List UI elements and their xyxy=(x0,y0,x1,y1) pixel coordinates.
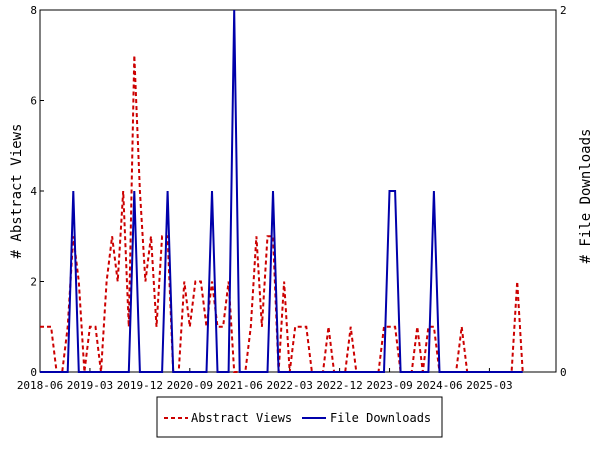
right-tick-label: 2 xyxy=(560,4,567,17)
x-tick-label: 2024-06 xyxy=(416,379,462,392)
series-layer xyxy=(40,9,524,373)
left-axis: 0 2 4 6 8 xyxy=(30,4,44,379)
x-tick-label: 2022-03 xyxy=(266,379,312,392)
legend-label-file-downloads: File Downloads xyxy=(330,411,431,425)
x-tick-label: 2018-06 xyxy=(17,379,63,392)
legend-label-abstract-views: Abstract Views xyxy=(191,411,292,425)
left-tick-label: 4 xyxy=(30,185,37,198)
x-tick-label: 2019-12 xyxy=(117,379,163,392)
right-axis-title: # File Downloads xyxy=(578,129,594,264)
x-tick-label: 2019-03 xyxy=(67,379,113,392)
x-tick-label: 2020-09 xyxy=(167,379,213,392)
x-tick-label: 2022-12 xyxy=(316,379,362,392)
right-tick-label: 0 xyxy=(560,366,567,379)
legend-box xyxy=(156,396,443,438)
left-tick-label: 2 xyxy=(30,276,37,289)
right-axis: 02 xyxy=(552,4,567,379)
plot-area xyxy=(39,9,557,373)
left-axis-title: # Abstract Views xyxy=(9,124,25,259)
x-tick-label: 2023-09 xyxy=(366,379,412,392)
left-tick-label: 0 xyxy=(30,366,37,379)
legend: Abstract Views File Downloads xyxy=(156,396,443,438)
x-tick-label: 2021-06 xyxy=(217,379,263,392)
series-line-file-downloads xyxy=(40,9,523,373)
x-tick-label: 2025-03 xyxy=(466,379,512,392)
left-tick-label: 8 xyxy=(30,4,37,17)
left-tick-label: 6 xyxy=(30,95,37,108)
